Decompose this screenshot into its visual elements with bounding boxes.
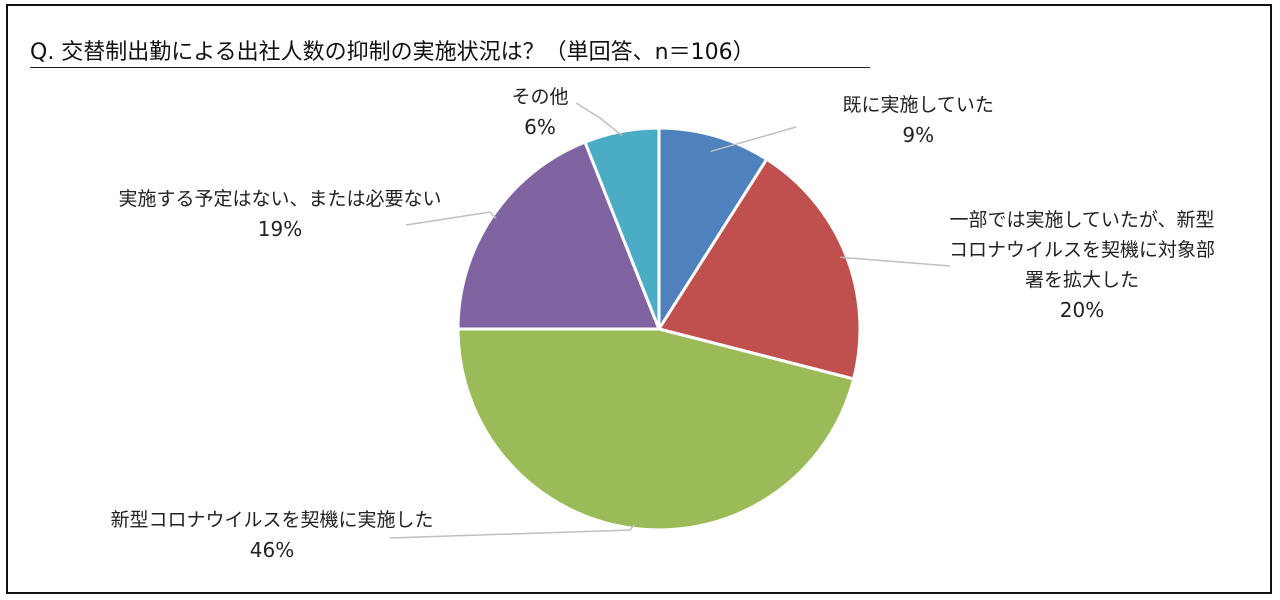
slice-label-text: 既に実施していた <box>842 94 994 116</box>
slice-label: 実施する予定はない、または必要ない 19% <box>119 184 442 244</box>
slice-value-label: 9% <box>902 123 935 147</box>
slice-label: 一部では実施していたが、新型 コロナウイルスを契機に対象部 署を拡大した 20% <box>949 205 1215 325</box>
leader-line <box>405 211 497 226</box>
leader-line <box>575 102 623 137</box>
slice-label-text: 新型コロナウイルスを契機に実施した <box>110 509 434 531</box>
slice-label: 新型コロナウイルスを契機に実施した 46% <box>111 505 434 565</box>
slice-label-text: その他 <box>511 86 569 108</box>
slice-label-text: コロナウイルスを契機に対象部 <box>949 239 1216 261</box>
slice-label: その他 6% <box>512 82 569 142</box>
pie-slice <box>456 140 662 331</box>
slice-value-label: 19% <box>257 217 303 241</box>
slice-value-label: 20% <box>1059 298 1105 322</box>
pie-slice <box>456 327 856 532</box>
slice-label: 既に実施していた 9% <box>843 90 994 150</box>
slice-label-text: 署を拡大した <box>1025 269 1140 291</box>
leader-line <box>389 523 635 539</box>
slice-label-text: 一部では実施していたが、新型 <box>949 209 1215 231</box>
title-underline <box>30 67 870 68</box>
leader-line <box>840 256 951 267</box>
slice-label-text: 実施する予定はない、または必要ない <box>118 188 442 210</box>
leader-line <box>710 126 797 153</box>
pie-slice <box>583 126 661 330</box>
slice-value-label: 46% <box>249 538 295 562</box>
pie-slice <box>657 126 769 335</box>
chart-title: Q. 交替制出勤による出社人数の抑制の実施状況は？（単回答、n＝106） <box>30 40 755 65</box>
pie-slice <box>656 157 862 381</box>
slice-value-label: 6% <box>524 115 556 139</box>
